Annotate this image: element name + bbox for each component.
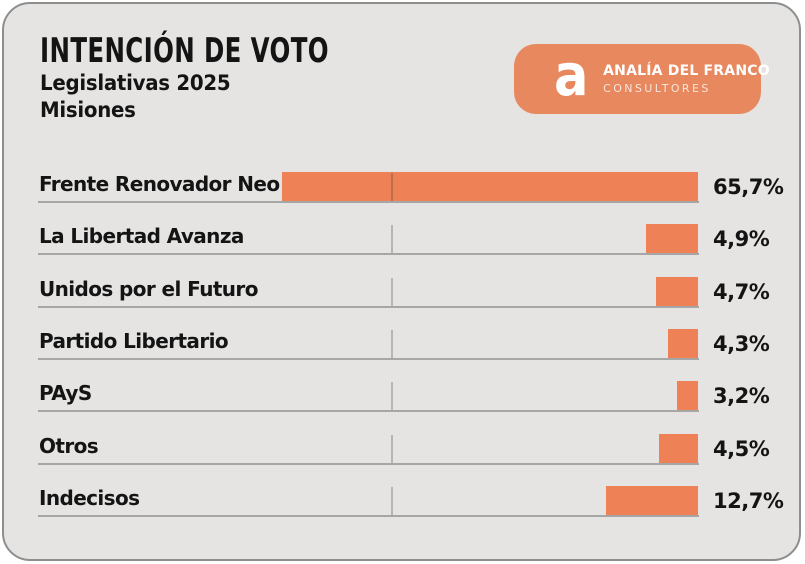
midpoint-tick-icon (390, 382, 393, 411)
row-baseline: Partido Libertario (38, 328, 699, 360)
row-baseline: Unidos por el Futuro (38, 276, 699, 308)
brand-tagline: CONSULTORES (603, 82, 711, 95)
brand-logo-badge: a ANALÍA DEL FRANCO CONSULTORES (514, 41, 770, 114)
row-baseline: La Libertad Avanza (38, 224, 699, 256)
party-label: La Libertad Avanza (39, 224, 244, 249)
chart-row: Frente Renovador Neo 65,7% (38, 172, 794, 204)
bar (282, 172, 698, 201)
midpoint-tick-icon (390, 486, 393, 515)
row-baseline: Indecisos (38, 485, 699, 517)
brand-monogram-icon: a (554, 41, 589, 109)
value-label: 12,7% (713, 488, 784, 513)
chart-row: La Libertad Avanza 4,9% (38, 224, 794, 256)
midpoint-tick-icon (390, 173, 393, 201)
bar (677, 381, 698, 411)
chart-row: PAyS 3,2% (38, 381, 794, 413)
party-label: Indecisos (39, 485, 140, 510)
chart-row: Indecisos 12,7% (38, 485, 794, 518)
bar (606, 485, 698, 515)
midpoint-tick-icon (390, 225, 393, 254)
value-label: 4,3% (713, 331, 770, 356)
row-baseline: Frente Renovador Neo (38, 172, 699, 203)
party-label: Unidos por el Futuro (39, 276, 258, 301)
bar (656, 276, 698, 306)
party-label: PAyS (39, 381, 92, 406)
value-label: 65,7% (713, 175, 784, 199)
bar-chart: Frente Renovador Neo 65,7% La Libertad A… (38, 172, 794, 552)
row-baseline: PAyS (38, 381, 699, 413)
bar (668, 328, 698, 358)
chart-row: Otros 4,5% (38, 433, 794, 466)
chart-row: Partido Libertario 4,3% (38, 328, 794, 361)
bar (659, 433, 698, 463)
chart-region: Misiones (40, 98, 136, 123)
chart-row: Unidos por el Futuro 4,7% (38, 276, 794, 309)
party-label: Frente Renovador Neo (39, 172, 280, 196)
midpoint-tick-icon (390, 329, 393, 358)
bar (646, 224, 698, 254)
value-label: 4,9% (713, 227, 770, 252)
midpoint-tick-icon (390, 434, 393, 463)
brand-name: ANALÍA DEL FRANCO (603, 63, 770, 79)
page-title: INTENCIÓN DE VOTO (40, 31, 329, 71)
party-label: Partido Libertario (39, 328, 229, 353)
row-baseline: Otros (38, 433, 699, 465)
midpoint-tick-icon (390, 277, 393, 306)
value-label: 3,2% (713, 384, 770, 409)
value-label: 4,5% (713, 436, 770, 461)
value-label: 4,7% (713, 279, 770, 304)
chart-subtitle: Legislativas 2025 (40, 71, 231, 96)
party-label: Otros (39, 433, 99, 458)
